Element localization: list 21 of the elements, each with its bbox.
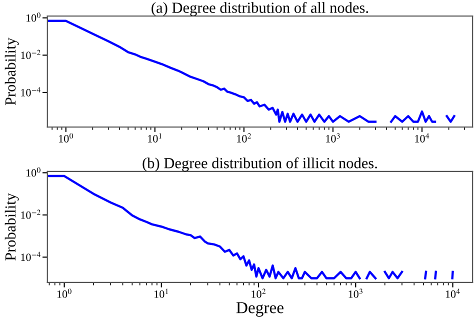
chart-title: (b) Degree distribution of illicit nodes. bbox=[142, 157, 377, 172]
y-tick-label: 10$^{−2}$ bbox=[21, 210, 40, 219]
x-tick-label: 10$^{2}$ bbox=[252, 288, 266, 298]
y-tick-label: 10$^{−4}$ bbox=[21, 252, 40, 262]
chart-title: (a) Degree distribution of all nodes. bbox=[152, 2, 368, 16]
x-tick-label: 10$^{4}$ bbox=[415, 133, 430, 142]
x-tick-label: 10$^{3}$ bbox=[348, 288, 362, 298]
y-tick-label: 10$^{0}$ bbox=[26, 12, 40, 22]
y-tick-label: 10$^{−4}$ bbox=[21, 87, 40, 96]
y-tick-label: 10$^{0}$ bbox=[26, 167, 40, 177]
y-axis-title: Probability bbox=[4, 38, 19, 106]
x-tick-label: 10$^{1}$ bbox=[154, 288, 168, 298]
x-tick-label: 10$^{4}$ bbox=[446, 288, 460, 298]
x-tick-label: 10$^{0}$ bbox=[57, 288, 72, 298]
x-tick-label: 10$^{2}$ bbox=[237, 133, 252, 142]
y-axis-title: Probability bbox=[4, 193, 19, 260]
y-tick-label: 10$^{−2}$ bbox=[21, 50, 40, 60]
x-axis-title: Degree bbox=[236, 302, 284, 317]
x-tick-label: 10$^{3}$ bbox=[326, 133, 340, 142]
x-tick-label: 10$^{1}$ bbox=[148, 133, 162, 142]
x-tick-label: 10$^{0}$ bbox=[59, 133, 74, 142]
